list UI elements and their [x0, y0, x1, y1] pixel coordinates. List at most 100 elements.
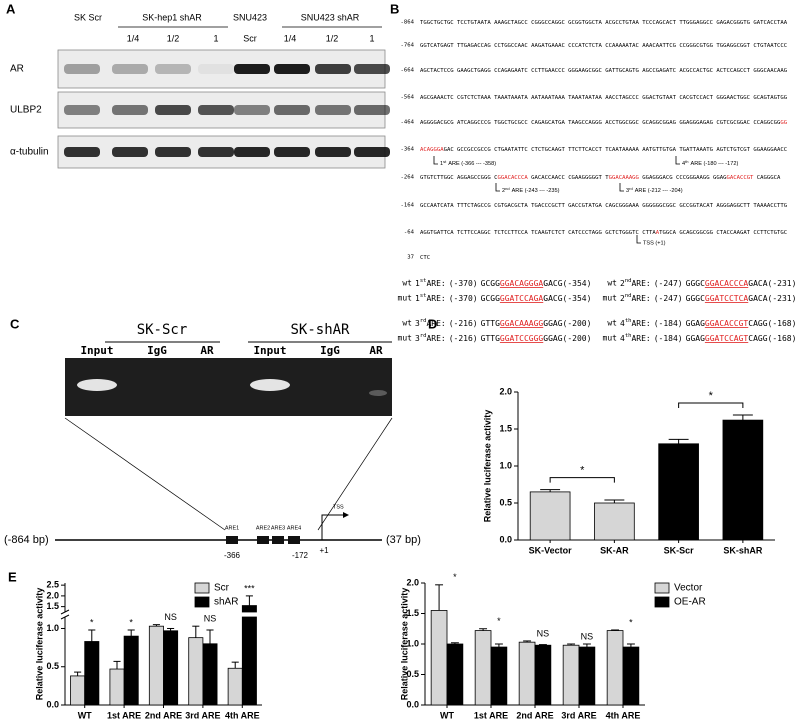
tss-name: TSS: [333, 504, 344, 510]
mutation-tag: mut: [398, 334, 413, 343]
flank-right: CAGG: [748, 319, 767, 328]
to-position: (-354): [563, 279, 592, 288]
seq-position: -464: [401, 120, 415, 126]
to-position: (-168): [768, 319, 797, 328]
ordinal-suffix: th: [685, 159, 688, 164]
seq-segment: GG: [780, 120, 787, 126]
tss-hook: [636, 235, 641, 244]
bar: [70, 675, 86, 706]
seq-segment: GGACAAAGG: [609, 175, 640, 181]
ordinal: 3: [626, 188, 629, 194]
blot-band: [112, 105, 148, 115]
blot-label: AR: [10, 64, 24, 75]
flank-left: GTTG: [481, 319, 500, 328]
flank-right: GGAG: [543, 319, 562, 328]
blot-band: [112, 64, 148, 74]
are-name: ARE1: [225, 525, 239, 531]
mutation-row: 4thARE: (-184) GGAGGGACACCGTCAGG(-168): [620, 318, 796, 328]
bar: [123, 635, 139, 706]
mutation-row: 1stARE: (-370) GCGGGGACAGGGAGACG(-354): [415, 278, 591, 288]
blot-band: [354, 64, 390, 74]
binding-site: GGATCCGGG: [500, 334, 544, 343]
ordinal-suffix: rd: [420, 333, 427, 339]
seq-line: ACAGGGAGAC GCCGCCGCCG CTGAATATTC CTCTGCA…: [420, 147, 787, 153]
y-tick-label: 1.5: [46, 601, 59, 611]
mutation-row: 4thARE: (-184) GGAGGGATCCAGTCAGG(-168): [620, 333, 796, 343]
flank-left: GGGC: [686, 294, 705, 303]
element-name: ARE:: [426, 294, 445, 303]
are-label: 1st ARE (-366 --- -358): [440, 159, 496, 167]
flank-right: GACG: [543, 279, 562, 288]
y-tick-label: 2.5: [46, 580, 59, 590]
x-tick-label: 2nd ARE: [145, 710, 182, 720]
ordinal-suffix: nd: [625, 278, 632, 284]
seq-segment: ACAGGGA: [420, 147, 444, 153]
y-axis-label: Relative luciferase activity: [399, 588, 409, 701]
blot-band: [234, 105, 270, 115]
flank-right: GACA: [748, 279, 767, 288]
significance-label: *: [580, 465, 585, 477]
from-position: (-370): [449, 294, 478, 303]
blot-band: [64, 147, 100, 157]
tss-arrowhead: [343, 512, 349, 518]
from-position: (-184): [654, 334, 683, 343]
are-box: [272, 536, 284, 544]
position-label: -172: [292, 551, 309, 560]
seq-segment: GGACACCCA: [497, 175, 528, 181]
bar: [430, 610, 448, 706]
seq-line: GTGTCTTGGC AGGAGCCGGG CGGACACCCA GACACCA…: [420, 175, 781, 181]
element-name: ARE:: [426, 334, 445, 343]
flank-left: GCGG: [481, 294, 500, 303]
are-name: ARE4: [287, 525, 301, 531]
gel-band: [369, 390, 387, 396]
are-hook: [495, 183, 500, 192]
from-position: (-216): [449, 319, 478, 328]
panel-letter: A: [6, 1, 16, 16]
are-box: [257, 536, 269, 544]
zoom-line: [317, 417, 393, 531]
seq-segment: TGGCTGCTGC TCCTGTAATA AAAGCTAGCC CGGGCCA…: [420, 20, 788, 26]
are-box: [288, 536, 300, 544]
blot-band: [234, 147, 270, 157]
y-tick-label: 0.0: [406, 699, 419, 709]
blot-band: [198, 147, 234, 157]
y-tick-label: 2.0: [406, 577, 419, 587]
blot-band: [155, 147, 191, 157]
seq-segment: AGGGGACGCG ATCAGGCCCG TGGCTGCGCC CAGAGCA…: [420, 120, 781, 126]
group-label: SK-shAR: [290, 322, 350, 338]
y-tick-label: 1.0: [406, 638, 419, 648]
ordinal: 2: [502, 188, 505, 194]
tss-label: TSS (+1): [643, 240, 666, 246]
flank-right: GGAG: [543, 334, 562, 343]
seq-segment: GCCAATCATA TTTCTAGCCG CGTGACGCTA TGACCCG…: [420, 203, 788, 209]
significance-label: NS: [581, 631, 594, 641]
are-range: ARE (-243 --- -235): [512, 188, 560, 194]
comparison-bracket: [678, 402, 744, 408]
seq-segment: AGGTGATTCA TCTTCCAGGC TCTCCTTCCA TCAAGTC…: [420, 230, 656, 236]
seq-position: -864: [401, 20, 415, 26]
ordinal-suffix: th: [625, 318, 632, 324]
ordinal: 4: [620, 319, 625, 328]
bar: [594, 502, 635, 541]
seq-line: AGCTACTCCG GAAGCTGAGG CCAGAGAATC CCTTGAA…: [420, 68, 788, 74]
flank-right: GACG: [543, 294, 562, 303]
y-tick-label: 0.5: [46, 661, 59, 671]
x-tick-label: 4th ARE: [225, 710, 260, 720]
legend-label: OE-AR: [674, 597, 706, 608]
from-position: (-247): [654, 279, 683, 288]
x-tick-label: SK-Scr: [664, 545, 695, 555]
flank-left: GTTG: [481, 334, 500, 343]
position-label: -366: [224, 551, 241, 560]
lane-subheader: 1/4: [127, 33, 140, 43]
significance-label: *: [90, 617, 94, 627]
are-hook: [675, 156, 680, 165]
y-tick-label: 2.0: [499, 386, 512, 396]
lane-subheader: 1: [213, 33, 218, 43]
are-range: ARE (-180 --- -172): [690, 161, 738, 167]
x-tick-label: 1st ARE: [107, 710, 141, 720]
x-tick-label: SK-Vector: [529, 545, 573, 555]
lane-subheader: 1/4: [284, 33, 297, 43]
promoter-start: (-864 bp): [4, 534, 49, 546]
blot-band: [274, 64, 310, 74]
legend-label: Scr: [214, 583, 230, 594]
